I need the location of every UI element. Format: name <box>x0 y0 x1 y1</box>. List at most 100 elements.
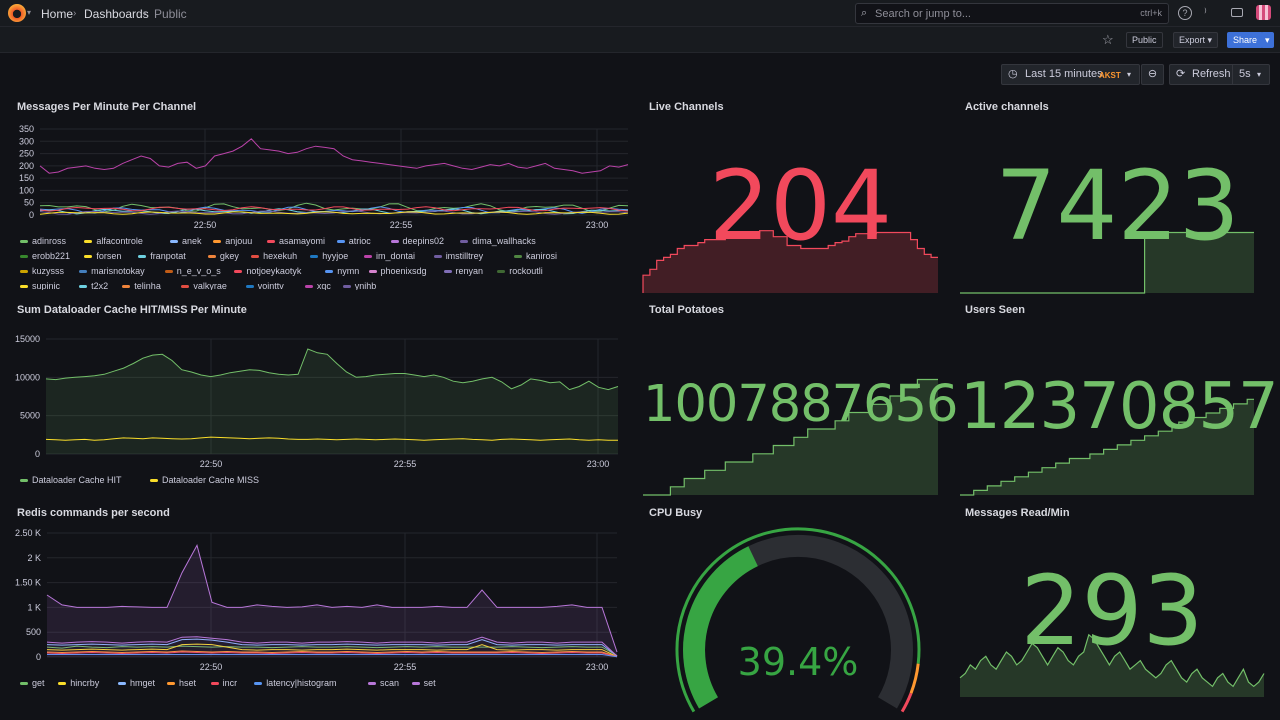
legend-item[interactable]: renyan <box>443 266 483 276</box>
grafana-logo-icon[interactable] <box>8 4 26 22</box>
legend-item[interactable]: telinha <box>122 281 161 290</box>
legend-label: hmget <box>130 678 156 688</box>
legend-item[interactable]: xqc <box>304 281 331 290</box>
panel-title-users-seen[interactable]: Users Seen <box>965 304 1025 316</box>
legend-item[interactable]: dima_wallhacks <box>460 236 536 246</box>
panel-title-redis[interactable]: Redis commands per second <box>17 507 170 519</box>
legend-label: asamayomi <box>279 236 326 246</box>
legend-swatch <box>138 255 147 259</box>
y-tick-label: 15000 <box>15 334 40 344</box>
gauge-value-arc <box>683 546 759 709</box>
news-feed-icon[interactable]: ⁾ <box>1204 7 1207 19</box>
legend-item[interactable]: kanirosi <box>514 251 557 261</box>
zoom-out-icon: ⊖ <box>1147 68 1158 80</box>
y-tick-label: 150 <box>19 173 34 183</box>
breadcrumb-dashboards[interactable]: Dashboards <box>84 7 149 21</box>
share-options-chevron-icon[interactable]: ▾ <box>1261 32 1274 48</box>
legend-item[interactable]: phoenixsdg <box>368 266 427 276</box>
legend-label: hset <box>179 678 197 688</box>
legend-item[interactable]: t2x2 <box>79 281 108 290</box>
legend-label: notjoeykaotyk <box>246 266 302 276</box>
legend-item[interactable]: deepins02 <box>390 236 444 246</box>
legend-item[interactable]: latency|histogram <box>254 678 337 688</box>
legend-item[interactable]: anjouu <box>213 236 252 246</box>
messages-read-value: 293 <box>1020 555 1204 667</box>
zoom-out-button[interactable]: ⊖ <box>1141 64 1164 85</box>
legend-item[interactable]: imstilltrey <box>433 251 483 261</box>
legend-item[interactable]: Dataloader Cache MISS <box>150 475 259 485</box>
legend-label: phoenixsdg <box>380 266 427 276</box>
legend-swatch <box>497 270 506 274</box>
legend-label: valkyrae <box>193 281 227 290</box>
legend-item[interactable]: anek <box>170 236 202 246</box>
panel-title-messages[interactable]: Messages Per Minute Per Channel <box>17 101 197 113</box>
dataloader-chart: 15000 10000 5000 0 22:50 22:55 23:00 <box>15 334 619 469</box>
legend-item[interactable]: im_dontai <box>364 251 415 261</box>
series-line-latency-histogram <box>47 654 618 658</box>
legend-item[interactable]: asamayomi <box>267 236 325 246</box>
legend-item[interactable]: ynihb <box>342 281 376 290</box>
panel-title-total-potatoes[interactable]: Total Potatoes <box>649 304 724 316</box>
legend-swatch <box>251 255 260 259</box>
legend-item[interactable]: Dataloader Cache HIT <box>20 475 122 485</box>
legend-item[interactable]: adinross <box>20 236 66 246</box>
series-line-incr <box>46 651 618 658</box>
legend-item[interactable]: gkey <box>207 251 239 261</box>
legend-item[interactable]: hyyjoe <box>310 251 348 261</box>
legend-item[interactable]: franpotat <box>138 251 186 261</box>
legend-label: nymn <box>337 266 360 276</box>
legend-item[interactable]: kuzysss <box>20 266 64 276</box>
breadcrumb-home[interactable]: Home <box>41 7 74 21</box>
refresh-button[interactable]: ⟳ Refresh 5s ▾ <box>1169 64 1270 85</box>
legend-item[interactable]: hincrby <box>58 678 99 688</box>
kiosk-mode-icon[interactable] <box>1231 8 1243 17</box>
time-range-picker[interactable]: ◷ Last 15 minutes AKST ▾ <box>1001 64 1140 85</box>
legend-swatch <box>336 240 345 244</box>
legend-item[interactable]: hset <box>167 678 196 688</box>
legend-item[interactable]: atrioc <box>336 236 371 246</box>
legend-item[interactable]: rockoutli <box>497 266 543 276</box>
panel-title-active-channels[interactable]: Active channels <box>965 101 1049 113</box>
chevron-down-icon[interactable]: ▾ <box>27 8 32 17</box>
legend-item[interactable]: supinic <box>20 281 60 290</box>
panel-title-live-channels[interactable]: Live Channels <box>649 101 724 113</box>
legend-item[interactable]: incr <box>210 678 237 688</box>
gauge-threshold-green <box>675 527 921 713</box>
star-icon[interactable]: ☆ <box>1102 32 1114 47</box>
panel-title-cpu-busy[interactable]: CPU Busy <box>649 507 703 519</box>
legend-item[interactable]: alfacontrole <box>84 236 143 246</box>
avatar[interactable] <box>1256 5 1271 20</box>
legend-swatch <box>20 285 28 289</box>
legend-item[interactable]: set <box>411 678 436 688</box>
legend-swatch <box>118 682 126 686</box>
legend-item[interactable]: hexekuh <box>251 251 297 261</box>
legend-item[interactable]: forsen <box>84 251 121 261</box>
legend-item[interactable]: hmget <box>118 678 155 688</box>
legend-item[interactable]: scan <box>368 678 399 688</box>
x-tick-label: 22:55 <box>390 220 413 230</box>
legend-label: im_dontai <box>376 251 416 261</box>
legend-swatch <box>245 285 254 289</box>
legend-swatch <box>20 255 28 259</box>
panel-title-dataloader[interactable]: Sum Dataloader Cache HIT/MISS Per Minute <box>17 304 247 316</box>
legend-item[interactable]: nymn <box>325 266 359 276</box>
legend-item[interactable]: valkyrae <box>181 281 227 290</box>
series-line-miss <box>45 436 618 441</box>
legend-item[interactable]: n_e_v_o_s <box>164 266 221 276</box>
search-input[interactable]: ⌕ Search or jump to... ctrl+k <box>855 3 1169 24</box>
panel-title-messages-read[interactable]: Messages Read/Min <box>965 507 1070 519</box>
redis-chart: 2.50 K 2 K 1.50 K 1 K 500 0 22:50 22:55 23:00 <box>15 528 618 672</box>
legend-item[interactable]: erobb221 <box>20 251 70 261</box>
export-button[interactable]: Export ▾ <box>1173 32 1219 48</box>
share-button[interactable]: Share <box>1227 32 1264 48</box>
help-icon[interactable]: ? <box>1178 6 1192 20</box>
legend-swatch <box>433 255 442 259</box>
legend-item[interactable]: marisnotokay <box>79 266 145 276</box>
legend-item[interactable]: vointtv <box>245 281 284 290</box>
legend-item[interactable]: notjoeykaotyk <box>234 266 301 276</box>
legend-swatch <box>368 270 377 274</box>
gauge-threshold-red <box>900 692 913 713</box>
legend-item[interactable]: get <box>20 678 45 688</box>
legend-label: supinic <box>32 281 61 290</box>
y-tick-label: 50 <box>24 198 34 208</box>
